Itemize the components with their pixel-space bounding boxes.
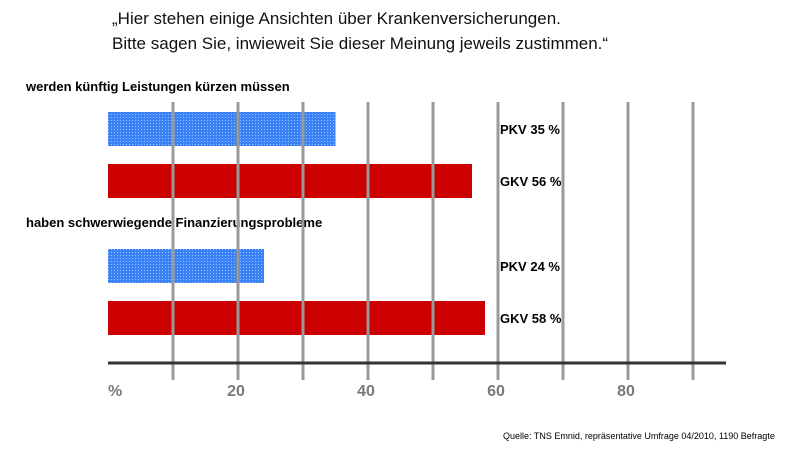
- bar-gkv-group-2: [108, 301, 485, 335]
- chart-title-line-1: „Hier stehen einige Ansichten über Krank…: [112, 9, 561, 28]
- bar-label-gkv-group-2: GKV 58 %: [500, 311, 562, 326]
- chart-title-line-2: Bitte sagen Sie, inwieweit Sie dieser Me…: [112, 34, 609, 53]
- x-tick-label-0: %: [108, 383, 122, 400]
- bar-label-pkv-group-1: PKV 35 %: [500, 122, 560, 137]
- bar-pkv-group-1: [108, 112, 336, 146]
- x-tick-label-2: 40: [357, 383, 375, 400]
- bar-pkv-group-2: [108, 249, 264, 283]
- source-note: Quelle: TNS Emnid, repräsentative Umfrag…: [503, 431, 775, 441]
- x-tick-label-1: 20: [227, 383, 245, 400]
- bar-label-gkv-group-1: GKV 56 %: [500, 174, 562, 189]
- x-tick-label-4: 80: [617, 383, 635, 400]
- bar-label-pkv-group-2: PKV 24 %: [500, 259, 560, 274]
- bar-gkv-group-1: [108, 164, 472, 198]
- group-label-1: werden künftig Leistungen kürzen müssen: [26, 79, 290, 94]
- x-tick-label-3: 60: [487, 383, 505, 400]
